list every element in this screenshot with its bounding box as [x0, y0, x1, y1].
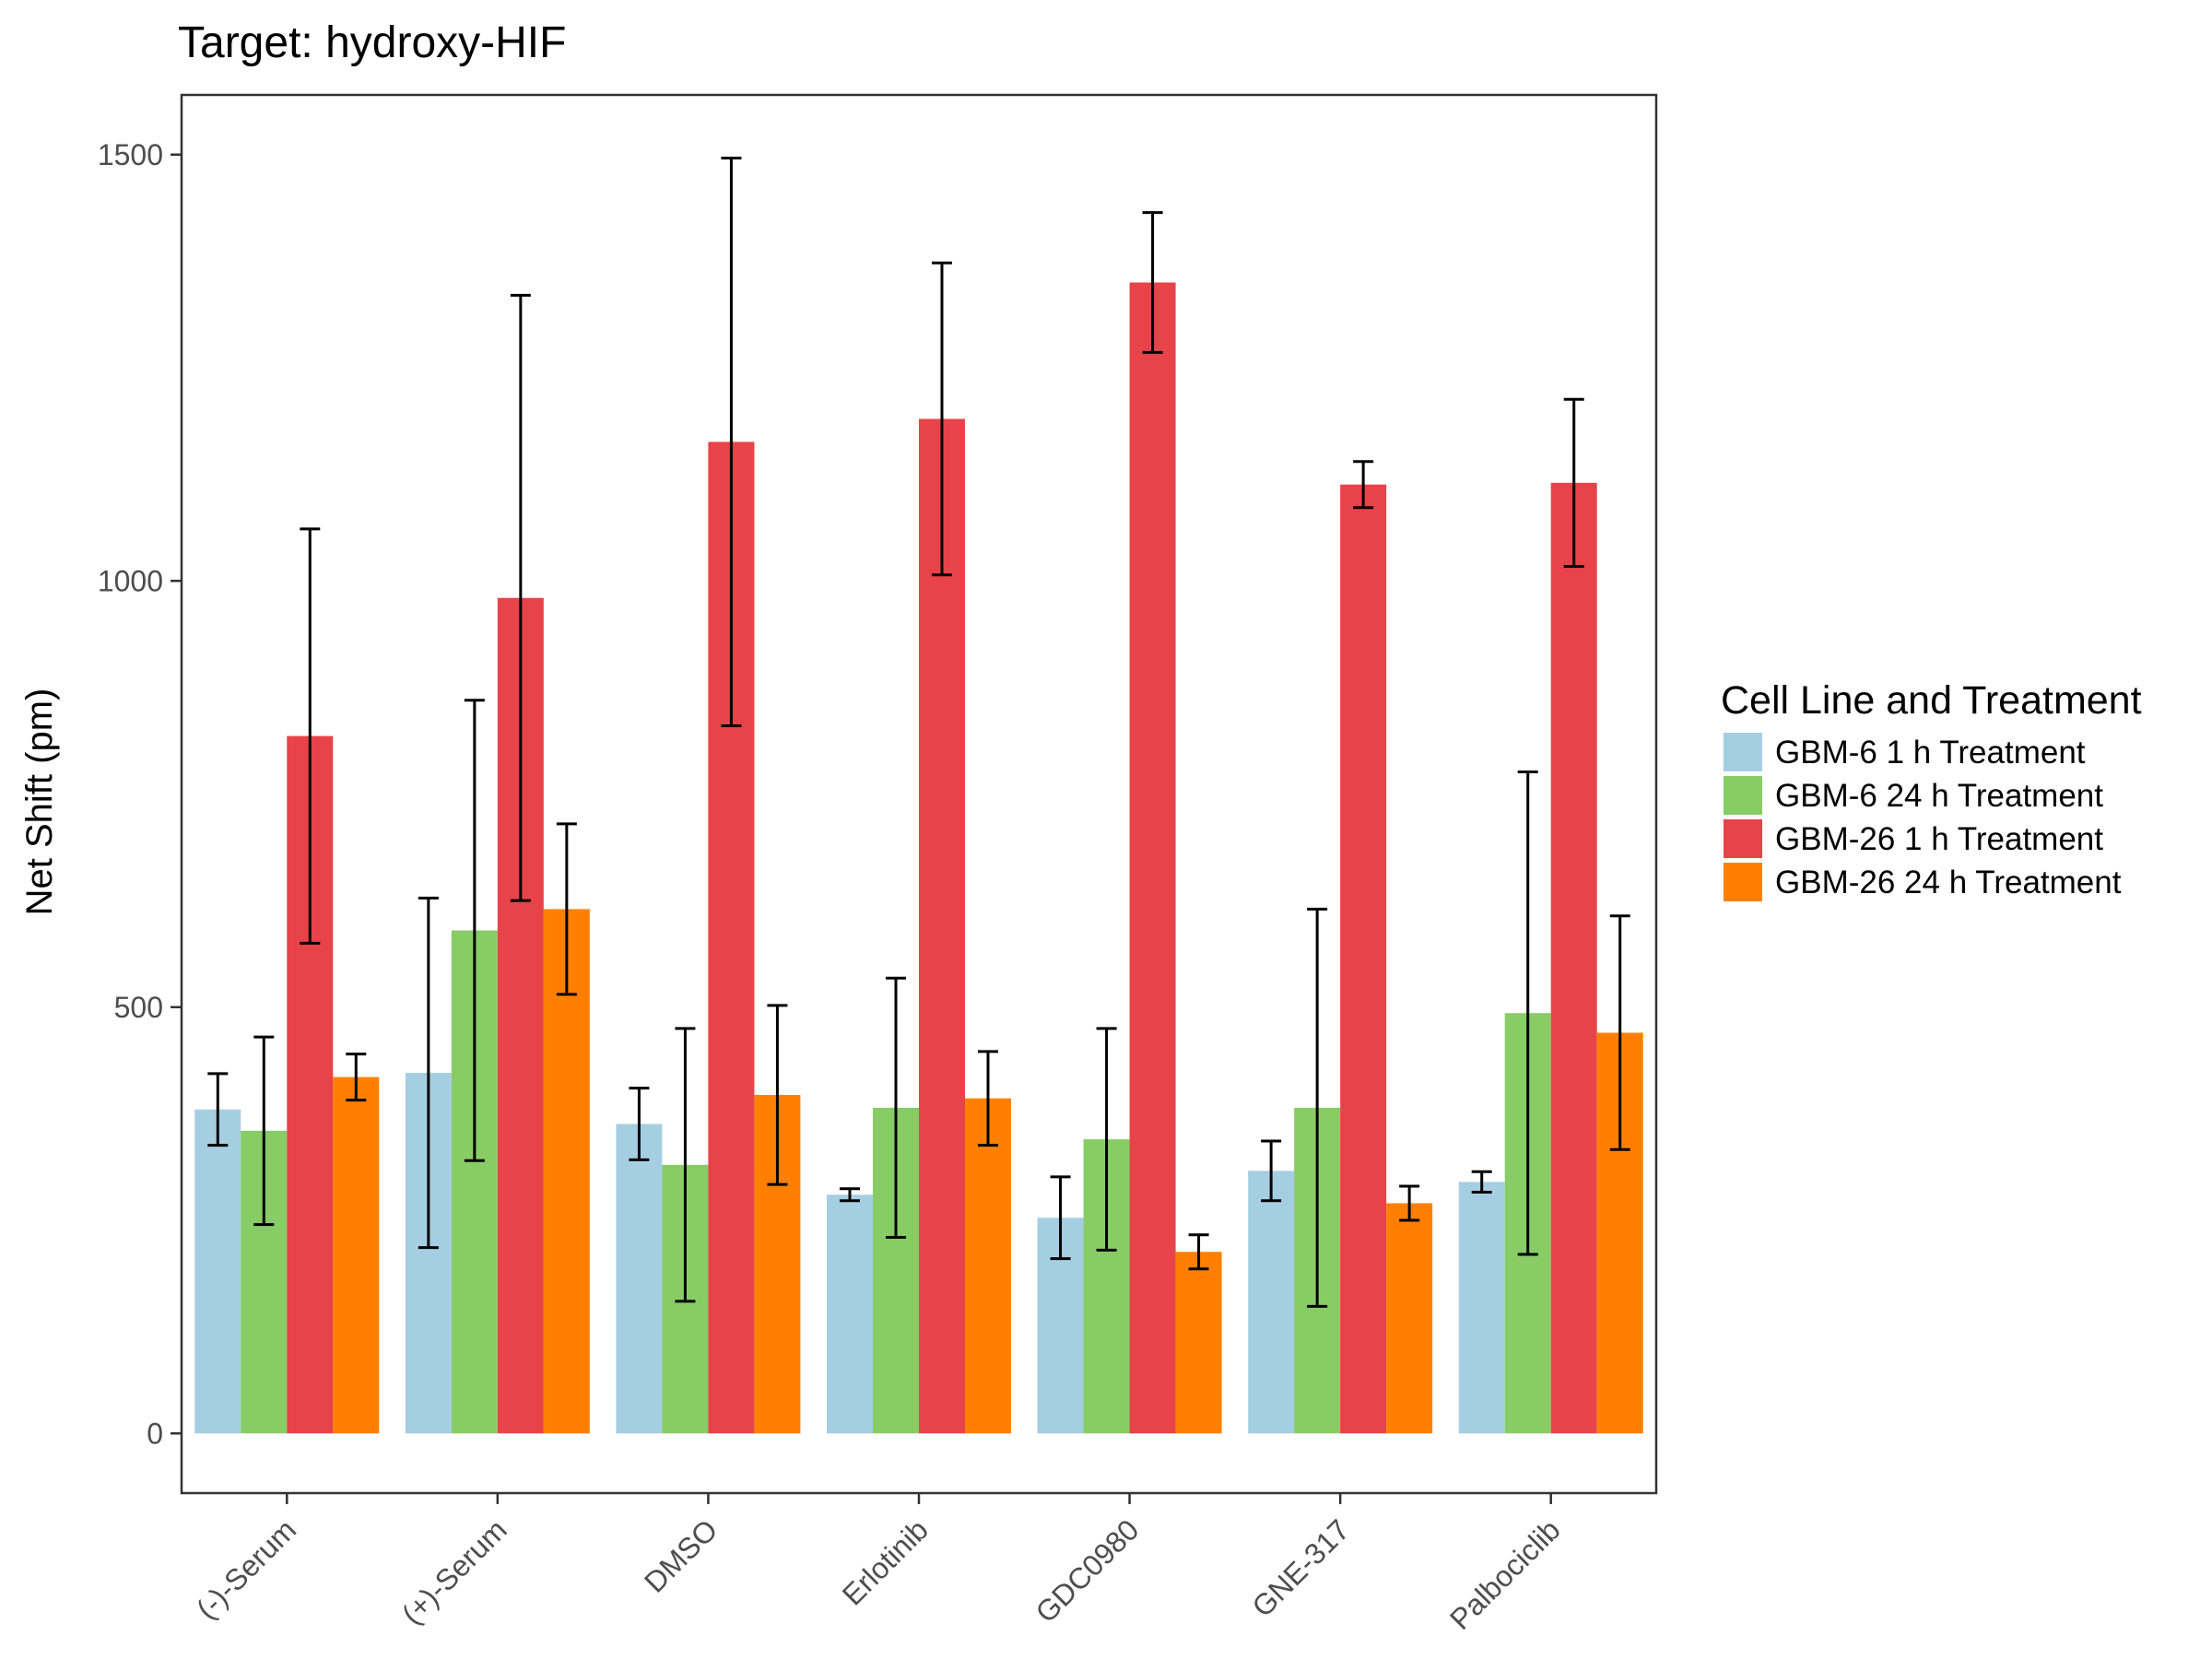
error-bar [1188, 1233, 1209, 1271]
error-bar [1050, 1175, 1071, 1261]
error-bar [721, 156, 742, 727]
y-tick-label: 1500 [98, 138, 163, 171]
error-bar [675, 1027, 696, 1303]
x-tick-label: (+)-Serum [395, 1512, 513, 1630]
x-tick-label: GNE-317 [1245, 1512, 1356, 1623]
legend: Cell Line and Treatment GBM-6 1 h Treatme… [1721, 678, 2142, 901]
error-bar [629, 1087, 650, 1161]
error-bar [418, 896, 439, 1250]
error-bar [932, 261, 952, 577]
legend-label: GBM-6 24 h Treatment [1775, 778, 2103, 814]
legend-label: GBM-26 24 h Treatment [1775, 865, 2122, 900]
x-tick-label: (-)-Serum [190, 1512, 302, 1625]
bar [1458, 1182, 1505, 1434]
legend-key [1724, 819, 1762, 858]
error-bar [1399, 1184, 1420, 1222]
bar [543, 909, 590, 1434]
bar [965, 1098, 1011, 1434]
error-bar [1471, 1170, 1492, 1194]
y-axis-label: Net Shift (pm) [19, 688, 60, 916]
error-bar [1353, 460, 1374, 510]
bar [616, 1124, 663, 1434]
x-tick-label: Erlotinib [836, 1512, 935, 1611]
legend-label: GBM-26 1 h Treatment [1775, 821, 2103, 857]
bar [1129, 282, 1176, 1434]
legend-title: Cell Line and Treatment [1721, 678, 2142, 723]
error-bar [556, 822, 577, 996]
bar [194, 1109, 241, 1434]
error-bar [346, 1053, 367, 1102]
x-tick-label: DMSO [638, 1512, 724, 1598]
y-tick-label: 500 [114, 991, 163, 1024]
legend-key [1724, 863, 1762, 901]
bar [1550, 482, 1597, 1434]
error-bar [1517, 770, 1538, 1256]
error-bar [464, 699, 485, 1162]
error-bar [886, 976, 906, 1239]
error-bar [300, 527, 321, 945]
legend-label: GBM-6 1 h Treatment [1775, 735, 2086, 771]
chart-title: Target: hydroxy-HIF [178, 18, 566, 67]
error-bar [1609, 914, 1630, 1151]
y-tick-label: 0 [147, 1417, 163, 1450]
bar [919, 418, 965, 1434]
error-bar [1261, 1139, 1282, 1203]
bar [1340, 484, 1387, 1434]
legend-key [1724, 733, 1762, 771]
y-tick-label: 1000 [98, 564, 163, 597]
error-bar [1563, 397, 1584, 569]
error-bar [767, 1004, 788, 1186]
error-bar [207, 1072, 229, 1147]
bar [1175, 1252, 1222, 1434]
x-tick-label: GDC0980 [1029, 1512, 1145, 1629]
plot-area: 0 500 1000 1500 (-)-Serum (+)-Serum DMSO Erloti… [98, 93, 1658, 1636]
error-bar [1307, 907, 1328, 1308]
error-bar [1142, 211, 1163, 354]
error-bar [1096, 1027, 1117, 1252]
error-bar [978, 1050, 998, 1147]
error-bar [253, 1035, 275, 1227]
error-bar [840, 1187, 860, 1203]
legend-key [1724, 776, 1762, 815]
bar [827, 1194, 873, 1434]
bar [1386, 1203, 1433, 1434]
x-tick-label: Palbociclib [1443, 1512, 1567, 1636]
error-bar [510, 293, 531, 902]
bar [1248, 1171, 1295, 1434]
bar [333, 1077, 380, 1434]
